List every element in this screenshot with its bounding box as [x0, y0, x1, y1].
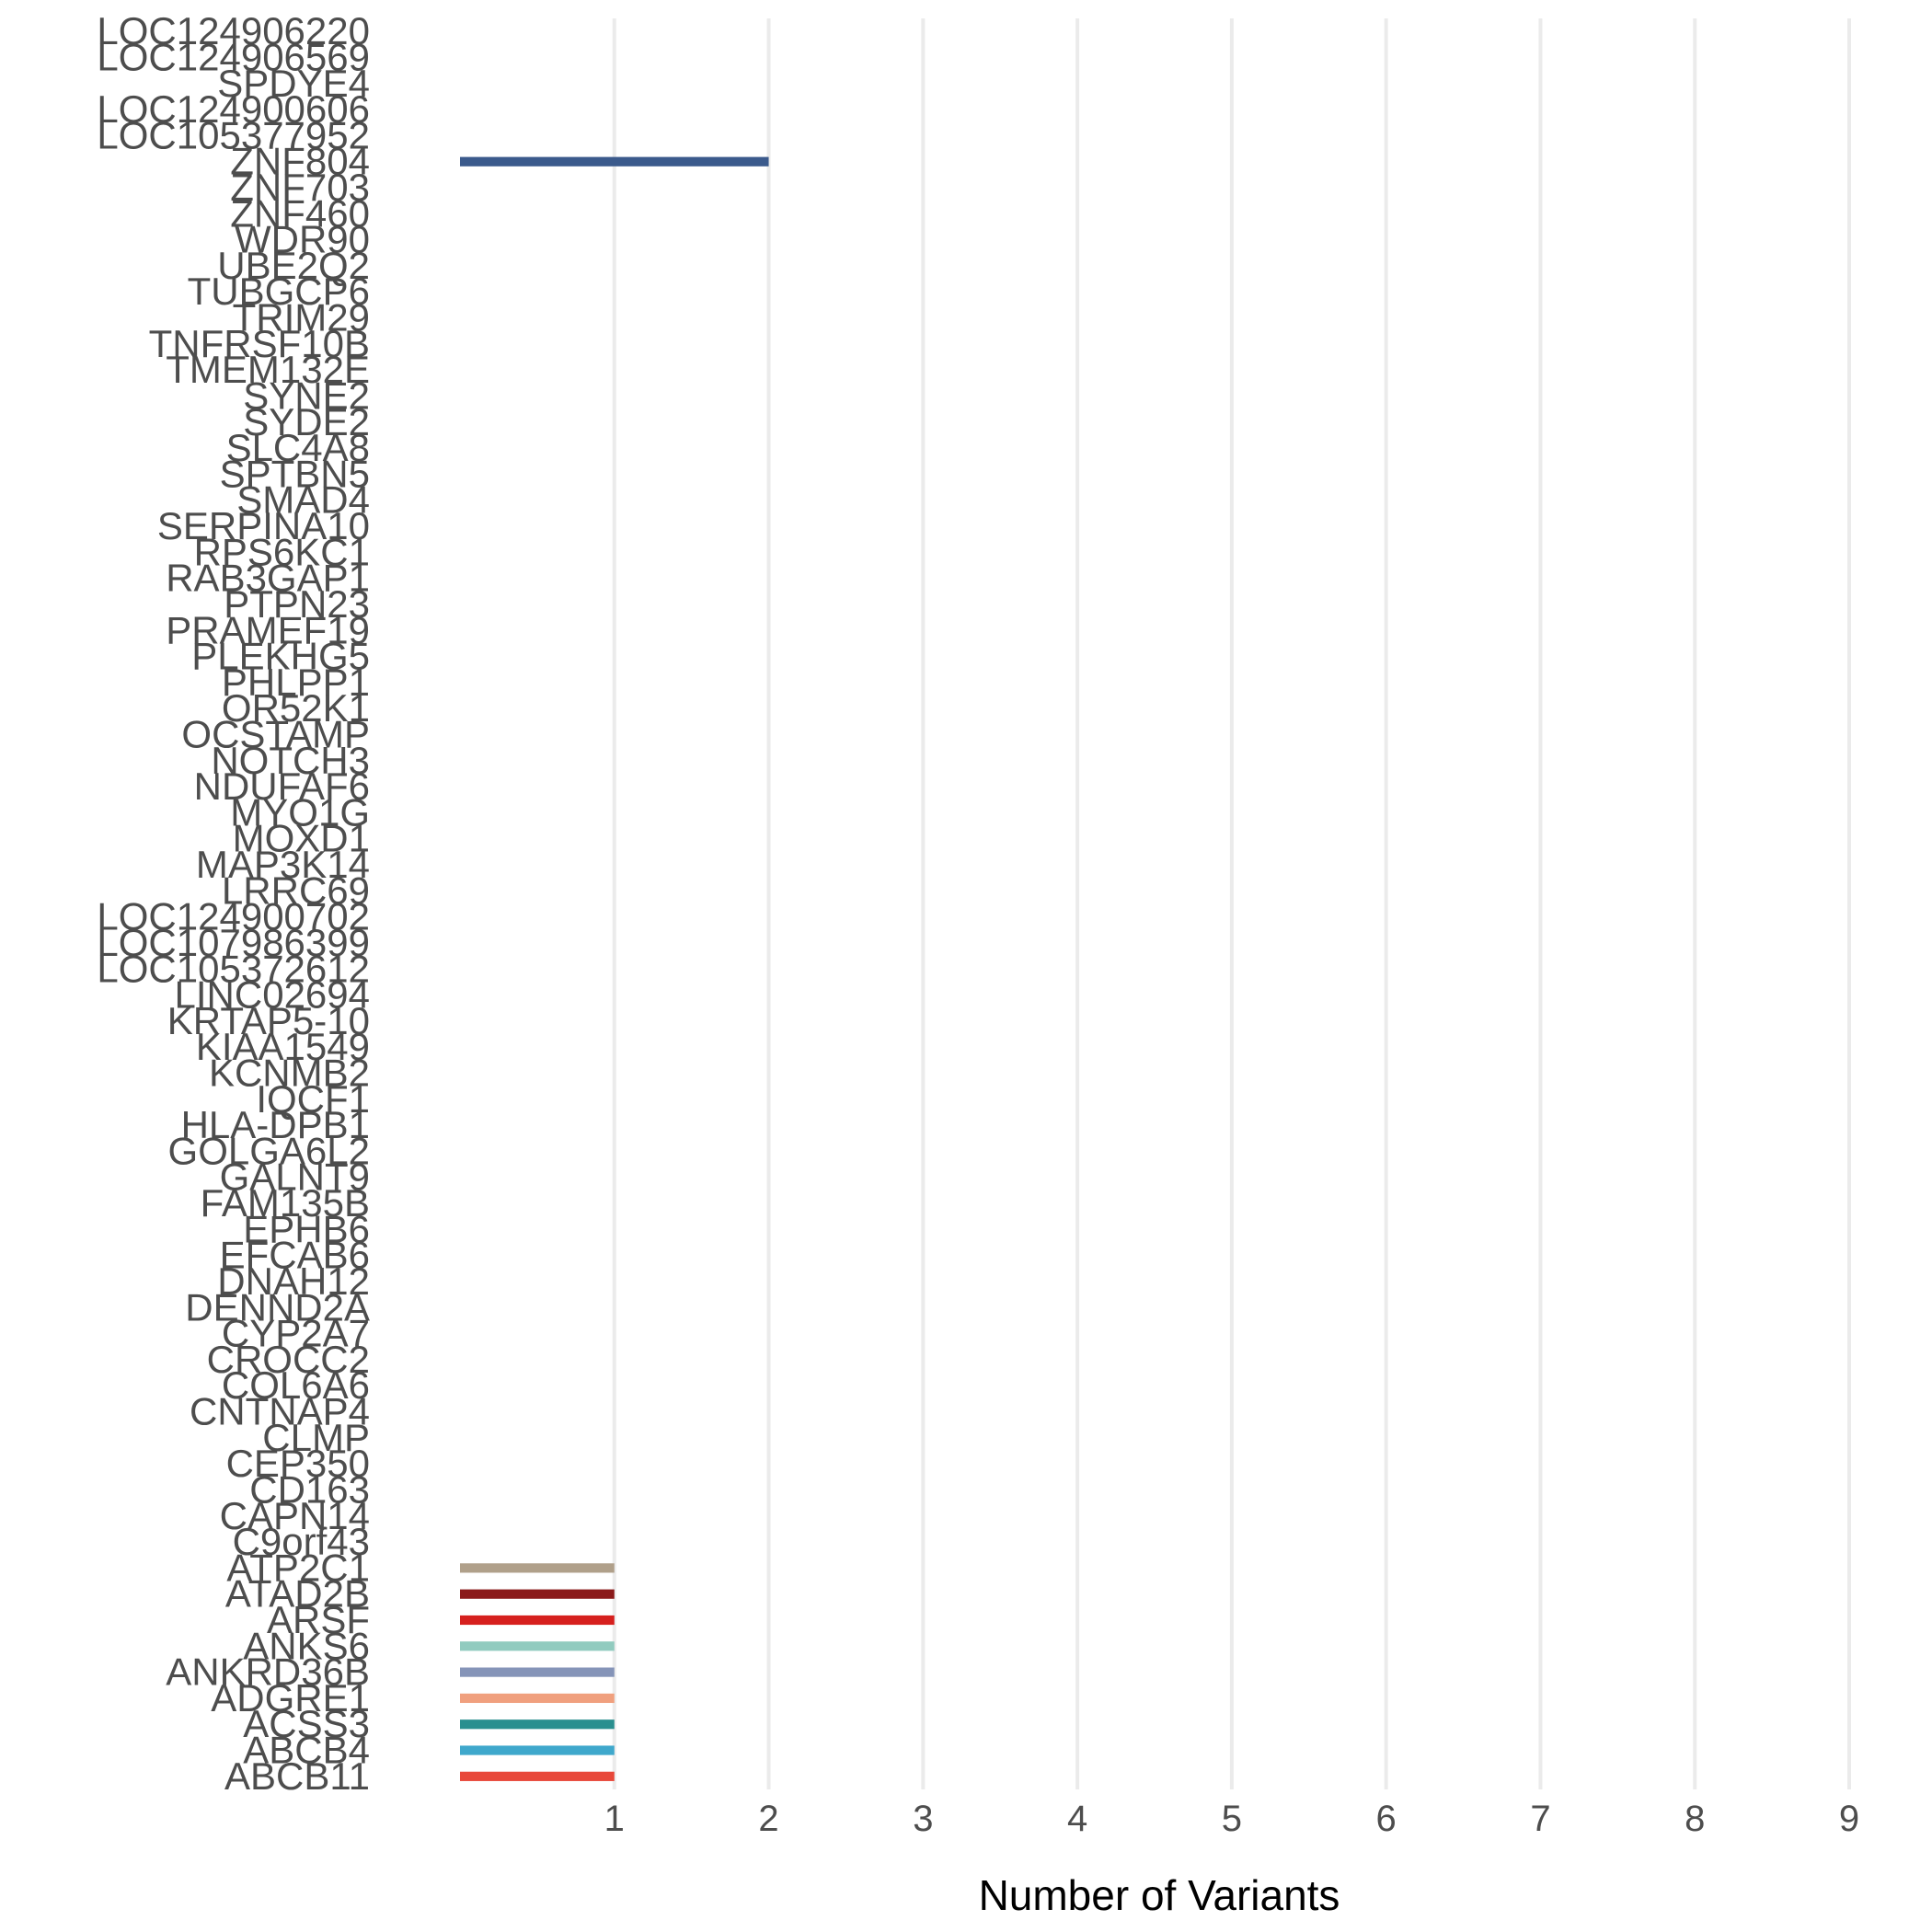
- bar-adgre1: [460, 1693, 615, 1704]
- gene-label: ABCB4: [243, 1729, 370, 1772]
- gene-label: SMAD4: [236, 478, 370, 522]
- gene-label: LOC124900606: [97, 87, 370, 131]
- gene-label: RPS6KC1: [194, 530, 370, 573]
- gene-label: ZNF804: [230, 140, 370, 183]
- gene-label: MAP3K14: [196, 843, 370, 886]
- bar-abcb4: [460, 1745, 615, 1755]
- bar-arsf: [460, 1615, 615, 1626]
- gene-label: CLMP: [262, 1416, 370, 1459]
- gene-label: LOC124906569: [97, 35, 370, 78]
- bar-atp2c1: [460, 1563, 615, 1573]
- x-axis-ticks: 1 2 3 4 5 6 7 8 9: [604, 1799, 1859, 1839]
- gene-label: KCNMB2: [209, 1052, 370, 1095]
- gene-label: MYO1G: [230, 790, 370, 834]
- gene-label: LOC124900702: [97, 895, 370, 938]
- gene-label: TRIM29: [233, 296, 370, 339]
- bar-abcb11: [460, 1771, 615, 1781]
- gene-label: CD163: [249, 1467, 370, 1511]
- gene-label: OR52K1: [222, 686, 370, 730]
- gene-label: UBE2Q2: [217, 244, 370, 287]
- y-axis-gene-labels: LOC124906220LOC124906569SPDYE4LOC1249006…: [97, 9, 370, 1798]
- gene-label: CYP2A7: [222, 1312, 370, 1355]
- gene-label: OCSTAMP: [181, 712, 370, 755]
- x-axis-title: Number of Variants: [979, 1871, 1340, 1919]
- bar-anks6: [460, 1641, 615, 1651]
- grid: [612, 18, 1851, 1789]
- gene-label: LOC105372612: [97, 947, 370, 990]
- gene-label: GALNT9: [220, 1156, 370, 1199]
- gene-label: ANKS6: [243, 1624, 370, 1667]
- gene-label: PRAMEF19: [166, 608, 370, 651]
- x-tick-label: 7: [1530, 1799, 1550, 1839]
- gene-label: MOXD1: [233, 817, 370, 860]
- gene-label: EFCAB6: [220, 1234, 370, 1277]
- gene-label: KRTAP5-10: [167, 999, 370, 1042]
- gene-label: ATAD2B: [225, 1572, 370, 1616]
- x-tick-label: 1: [604, 1799, 625, 1839]
- x-tick-label: 2: [758, 1799, 778, 1839]
- x-tick-label: 4: [1067, 1799, 1087, 1839]
- gene-label: KIAA1549: [196, 1025, 370, 1068]
- gene-label: WDR90: [235, 218, 370, 261]
- gene-label: TMEM132E: [166, 348, 370, 391]
- bar-ankrd36b: [460, 1667, 615, 1677]
- gene-label: DENND2A: [185, 1285, 370, 1328]
- gene-label: HLA-DPB1: [181, 1103, 370, 1146]
- gene-label: SPTBN5: [220, 452, 370, 495]
- gene-label: PLEKHG5: [191, 635, 370, 678]
- gene-label: LOC105377952: [97, 113, 370, 156]
- gene-label: LRRC69: [222, 868, 370, 912]
- gene-label: PHLPP1: [222, 661, 370, 704]
- gene-label: ATP2C1: [226, 1546, 370, 1589]
- gene-label: TNFRSF10B: [149, 322, 370, 365]
- gene-label: ZNF460: [230, 191, 370, 235]
- gene-label: SYDE2: [243, 400, 370, 443]
- gene-label: COL6A6: [222, 1363, 370, 1407]
- bar-znf804: [460, 156, 769, 167]
- gene-label: DNAH12: [217, 1259, 370, 1303]
- bar-atad2b: [460, 1589, 615, 1599]
- gene-label: GOLGA6L2: [168, 1129, 370, 1172]
- x-tick-label: 3: [913, 1799, 933, 1839]
- gene-label: TUBGCP6: [188, 270, 370, 313]
- gene-label: NDUFAF6: [194, 765, 370, 808]
- x-tick-label: 6: [1376, 1799, 1397, 1839]
- gene-label: FAM135B: [201, 1181, 370, 1225]
- gene-label: NOTCH3: [211, 739, 370, 782]
- gene-label: EPHB6: [243, 1207, 370, 1250]
- bars: [460, 156, 769, 1781]
- x-tick-label: 5: [1222, 1799, 1242, 1839]
- gene-label: LINC02694: [175, 973, 370, 1017]
- gene-label: LOC124906220: [97, 9, 370, 52]
- gene-label: ARSF: [267, 1598, 370, 1641]
- gene-label: CROCC2: [207, 1338, 370, 1381]
- x-tick-label: 8: [1685, 1799, 1705, 1839]
- gene-label: ABCB11: [224, 1754, 370, 1798]
- gene-label: IQCF1: [256, 1077, 370, 1121]
- gene-label: ADGRE1: [211, 1676, 370, 1719]
- gene-label: CNTNAP4: [190, 1390, 370, 1433]
- gene-label: SPDYE4: [217, 62, 370, 105]
- gene-label: ANKRD36B: [166, 1650, 370, 1694]
- bar-acss3: [460, 1719, 615, 1730]
- gene-label: SLC4A8: [226, 426, 370, 469]
- gene-label: CAPN14: [220, 1494, 370, 1537]
- gene-label: CEP350: [226, 1442, 370, 1485]
- x-tick-label: 9: [1839, 1799, 1859, 1839]
- gene-label: ZNF703: [230, 166, 370, 209]
- gene-label: LOC107986399: [97, 921, 370, 964]
- gene-label: PTPN23: [224, 582, 370, 626]
- gene-label: C9orf43: [233, 1520, 370, 1563]
- gene-label: ACSS3: [243, 1702, 370, 1745]
- gene-label: SERPINA10: [157, 504, 370, 547]
- gene-label: SYNE2: [243, 374, 370, 417]
- gene-label: RAB3GAP1: [166, 557, 370, 600]
